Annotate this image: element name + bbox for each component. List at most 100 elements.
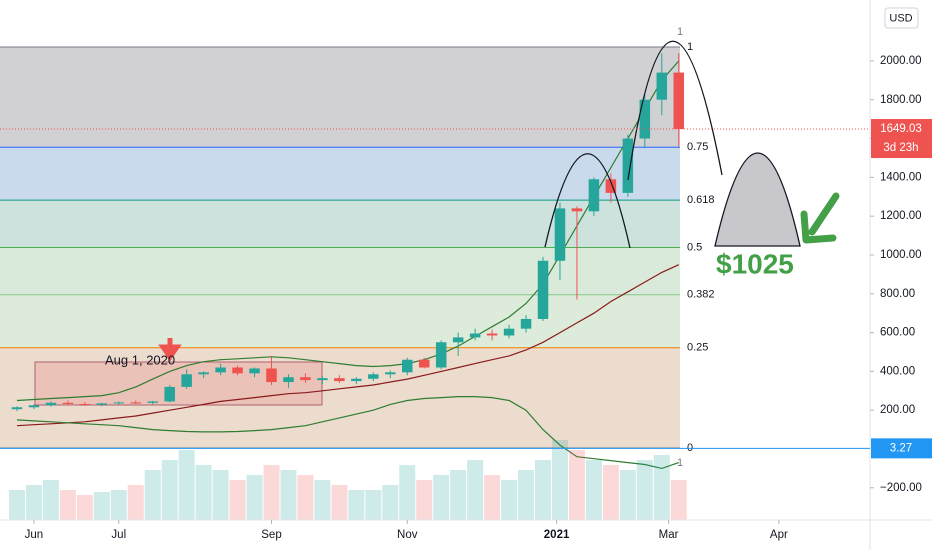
y-tick-label: 1200.00: [880, 210, 922, 222]
volume-bar: [568, 450, 585, 520]
candle-body: [181, 374, 192, 387]
y-tick-label: 800.00: [880, 288, 915, 300]
volume-bar: [518, 470, 535, 520]
candle-body: [334, 378, 345, 382]
fib-label: 1: [687, 41, 693, 53]
fib-label: 0.25: [687, 342, 708, 354]
last-price-label: 1649.03: [880, 123, 922, 135]
candle-body: [537, 260, 549, 319]
y-tick-label: 2000.00: [880, 55, 922, 67]
volume-bar: [501, 480, 518, 520]
volume-bar: [212, 470, 229, 520]
volume-bar: [297, 475, 314, 520]
volume-bar: [76, 495, 93, 520]
fib-band: [0, 294, 680, 348]
volume-bar: [399, 465, 416, 520]
arc-small: [544, 153, 631, 249]
date-arrow: [158, 338, 182, 362]
volume-bar: [246, 475, 263, 520]
candle-body: [554, 208, 566, 261]
volume-bar: [484, 475, 501, 520]
volume-bar: [59, 490, 76, 520]
candle-body: [249, 368, 260, 374]
volume-bar: [535, 460, 552, 520]
volume-bar: [619, 470, 636, 520]
candle-body: [317, 378, 328, 381]
y-tick-label: 600.00: [880, 327, 915, 339]
volume-bar: [314, 480, 331, 520]
candle-body: [232, 367, 243, 374]
volume-bar: [161, 460, 178, 520]
candle-body: [79, 403, 91, 405]
candle-body: [503, 328, 515, 336]
candle-body: [300, 377, 311, 381]
lower-band: [16, 396, 679, 470]
candle-body: [215, 367, 226, 373]
volume-bar: [585, 460, 602, 520]
candle-body: [147, 401, 158, 403]
date-note: Aug 1, 2020: [105, 352, 175, 367]
candle-body: [62, 402, 74, 404]
fib-label: 0.382: [687, 289, 715, 301]
volume-bar: [450, 470, 467, 520]
volume-bar: [551, 440, 568, 520]
marker: 1: [677, 457, 683, 469]
currency-box[interactable]: [884, 7, 919, 29]
volume-bar: [416, 480, 433, 520]
x-tick-label: Sep: [261, 529, 281, 541]
volume-bar: [382, 485, 399, 520]
candle-body: [639, 99, 651, 139]
candle-body: [28, 405, 40, 408]
candle-body: [571, 208, 583, 212]
x-tick-label: Jun: [25, 529, 44, 541]
volume-bar: [25, 485, 42, 520]
candle-body: [418, 359, 430, 368]
volume-layer: [8, 440, 687, 520]
fib-label: 0.5: [687, 241, 702, 253]
fib-band: [0, 347, 680, 449]
x-tick-label: Apr: [770, 529, 788, 541]
volume-bar: [127, 485, 144, 520]
volume-bar: [195, 465, 212, 520]
candle-body: [588, 179, 600, 212]
volume-bar: [602, 465, 619, 520]
candle-body: [401, 359, 413, 373]
upper-band: [16, 60, 680, 402]
candle-body: [45, 402, 57, 406]
candle-body: [368, 374, 379, 379]
y-tick-label: 1800.00: [880, 94, 922, 106]
y-tick-label: −200.00: [880, 482, 922, 494]
candle-body: [164, 386, 175, 402]
candle-body: [622, 138, 634, 193]
indicator-box: [871, 438, 932, 459]
volume-bar: [670, 480, 687, 520]
candle-layer: [11, 53, 685, 412]
candle-body: [486, 333, 498, 336]
fib-band: [0, 147, 680, 201]
volume-bar: [93, 492, 110, 520]
candle-body: [673, 72, 685, 130]
volume-bar: [433, 475, 450, 520]
candle-body: [605, 179, 617, 193]
candle-body: [198, 372, 209, 375]
volume-bar: [110, 490, 127, 520]
last-price-box: [871, 119, 932, 159]
fib-label: 0.618: [687, 194, 715, 206]
candle-body: [96, 403, 108, 405]
y-tick-label: 1000.00: [880, 249, 922, 261]
candle-body: [656, 72, 668, 100]
candle-body: [266, 368, 277, 383]
candle-body: [113, 402, 125, 404]
x-tick-label: Mar: [659, 529, 679, 541]
x-tick-label: Nov: [397, 529, 418, 541]
volume-bar: [348, 490, 365, 520]
volume-bar: [280, 470, 297, 520]
volume-bar: [42, 480, 59, 520]
fib-band: [0, 46, 680, 148]
candle-body: [452, 337, 464, 343]
x-tick-label: Jul: [111, 529, 126, 541]
fib-band: [0, 200, 680, 248]
volume-bar: [229, 480, 246, 520]
candle-body: [130, 402, 142, 404]
